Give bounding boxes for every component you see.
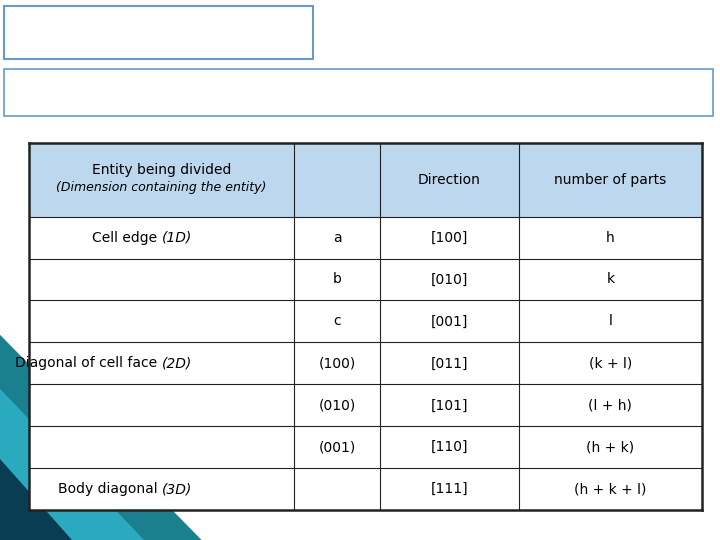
Text: (2D): (2D) xyxy=(161,356,192,370)
Text: (100): (100) xyxy=(319,356,356,370)
Text: c: c xyxy=(333,314,341,328)
Text: (l + h): (l + h) xyxy=(588,399,632,413)
Polygon shape xyxy=(0,389,144,540)
Polygon shape xyxy=(0,459,72,540)
Text: (001): (001) xyxy=(319,440,356,454)
Text: [010]: [010] xyxy=(431,273,468,287)
Text: [101]: [101] xyxy=(431,399,468,413)
Text: [111]: [111] xyxy=(431,482,469,496)
Text: (h + k + l): (h + k + l) xyxy=(574,482,647,496)
Text: (3D): (3D) xyxy=(161,482,192,496)
Text: Diagonal of cell face: Diagonal of cell face xyxy=(15,356,161,370)
Text: l: l xyxy=(608,314,612,328)
FancyBboxPatch shape xyxy=(4,6,313,59)
FancyBboxPatch shape xyxy=(29,143,702,510)
Text: Points about (hkl) planes: Points about (hkl) planes xyxy=(47,24,270,42)
Text: k: k xyxy=(606,273,614,287)
Text: Entity being divided: Entity being divided xyxy=(92,163,231,177)
Text: Body diagonal: Body diagonal xyxy=(58,482,161,496)
Text: number of parts: number of parts xyxy=(554,173,667,187)
FancyBboxPatch shape xyxy=(4,69,713,116)
Text: Direction: Direction xyxy=(418,173,481,187)
Text: (010): (010) xyxy=(319,399,356,413)
Text: Cell edge: Cell edge xyxy=(92,231,161,245)
Text: [001]: [001] xyxy=(431,314,468,328)
Text: [100]: [100] xyxy=(431,231,468,245)
Text: b: b xyxy=(333,273,342,287)
Text: a: a xyxy=(333,231,342,245)
Polygon shape xyxy=(0,335,202,540)
Text: [011]: [011] xyxy=(431,356,468,370)
Text: (Dimension containing the entity): (Dimension containing the entity) xyxy=(56,181,266,194)
Text: (k + l): (k + l) xyxy=(589,356,632,370)
Text: (1D): (1D) xyxy=(161,231,192,245)
Text: (h + k): (h + k) xyxy=(586,440,634,454)
Text: h: h xyxy=(606,231,615,245)
Text: For a set of translationally equivalent lattice planes will divide:: For a set of translationally equivalent … xyxy=(18,85,499,100)
Text: [110]: [110] xyxy=(431,440,468,454)
FancyBboxPatch shape xyxy=(29,143,702,217)
